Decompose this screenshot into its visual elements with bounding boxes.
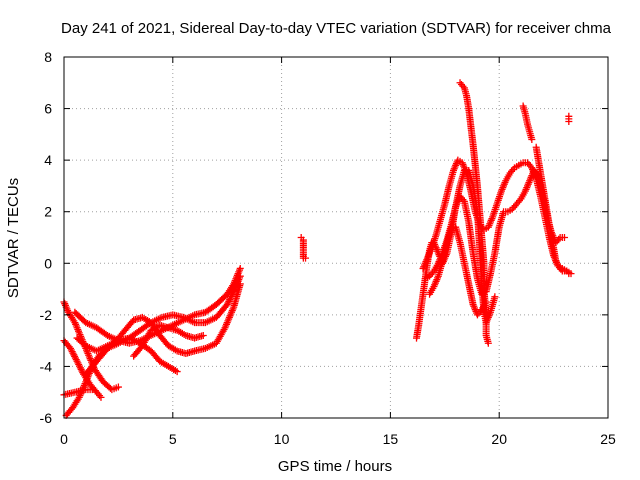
data-point bbox=[73, 357, 81, 365]
data-point bbox=[225, 297, 233, 305]
plot-border bbox=[63, 56, 609, 419]
x-axis-label: GPS time / hours bbox=[278, 458, 392, 475]
data-point bbox=[223, 301, 231, 309]
data-point bbox=[224, 299, 232, 307]
data-point bbox=[67, 346, 75, 354]
x-tick-label: 5 bbox=[169, 431, 177, 447]
data-point bbox=[70, 351, 78, 359]
data-point bbox=[236, 264, 244, 272]
data-point bbox=[491, 293, 499, 301]
data-point bbox=[68, 348, 76, 356]
data-point bbox=[528, 136, 536, 144]
chart-title: Day 241 of 2021, Sidereal Day-to-day VTE… bbox=[61, 20, 612, 37]
series-16 bbox=[532, 143, 575, 278]
y-tick-label: 6 bbox=[44, 101, 52, 117]
grid-lines bbox=[64, 57, 608, 418]
x-tick-label: 0 bbox=[60, 431, 68, 447]
y-tick-label: -6 bbox=[40, 410, 53, 426]
series-7 bbox=[73, 334, 181, 376]
data-point bbox=[302, 254, 310, 262]
data-point bbox=[173, 368, 181, 376]
data-point bbox=[75, 360, 83, 368]
data-point bbox=[226, 296, 234, 304]
y-tick-label: 8 bbox=[44, 49, 52, 65]
data-point bbox=[484, 339, 492, 347]
data-point bbox=[72, 356, 80, 364]
data-points bbox=[60, 79, 575, 419]
data-point bbox=[74, 359, 82, 367]
data-point bbox=[97, 393, 105, 401]
data-point bbox=[236, 280, 244, 288]
data-point bbox=[565, 117, 573, 125]
y-axis-label: SDTVAR / TECUs bbox=[5, 178, 22, 298]
data-point bbox=[76, 362, 84, 370]
y-tick-label: 4 bbox=[44, 152, 52, 168]
data-point bbox=[67, 344, 75, 352]
data-point bbox=[71, 352, 79, 360]
x-tick-label: 20 bbox=[491, 431, 507, 447]
x-tick-label: 10 bbox=[274, 431, 290, 447]
data-point bbox=[76, 364, 84, 372]
y-tick-label: -4 bbox=[40, 358, 53, 374]
series-2 bbox=[60, 337, 105, 401]
series-8 bbox=[130, 321, 207, 360]
y-tick-label: 2 bbox=[44, 204, 52, 220]
series-15 bbox=[519, 102, 536, 144]
data-point bbox=[69, 349, 77, 357]
data-point bbox=[77, 365, 85, 373]
series-14 bbox=[456, 79, 492, 347]
x-tick-label: 15 bbox=[383, 431, 399, 447]
data-point bbox=[567, 270, 575, 278]
data-point bbox=[88, 386, 96, 394]
x-tick-label: 25 bbox=[600, 431, 616, 447]
y-tick-label: -2 bbox=[40, 307, 53, 323]
data-point bbox=[78, 367, 86, 375]
series-9 bbox=[297, 234, 310, 262]
data-point bbox=[114, 383, 122, 391]
data-point bbox=[71, 354, 79, 362]
y-tick-label: 0 bbox=[44, 255, 52, 271]
series-17 bbox=[565, 112, 573, 125]
data-point bbox=[199, 331, 207, 339]
axes: 0 5 10 15 20 25 -6 -4 -2 0 2 4 6 8 bbox=[40, 49, 616, 447]
data-point bbox=[560, 234, 568, 241]
